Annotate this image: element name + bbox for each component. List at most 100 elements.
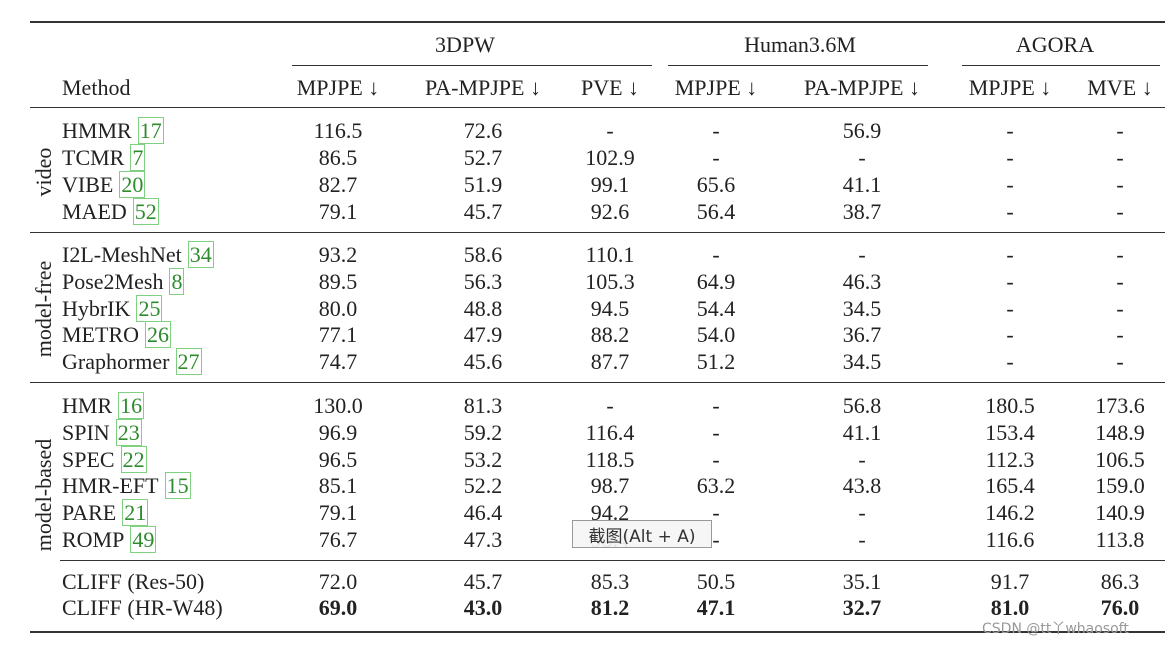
value-cell: 113.8 bbox=[1095, 527, 1145, 552]
method-cell: Pose2Mesh 8 bbox=[62, 267, 185, 295]
value-cell: - bbox=[858, 242, 866, 267]
value-cell: 45.6 bbox=[463, 349, 503, 375]
section-label: video bbox=[31, 147, 56, 197]
method-name: I2L-MeshNet bbox=[62, 242, 182, 267]
value-cell: 76.0 bbox=[1100, 595, 1140, 620]
value-cell: 72.0 bbox=[318, 569, 358, 594]
method-cell: VIBE 20 bbox=[62, 171, 146, 198]
method-name: METRO bbox=[62, 322, 139, 348]
citation: 7 bbox=[130, 144, 146, 171]
value-cell: 54.0 bbox=[696, 322, 736, 348]
value-cell: 102.9 bbox=[585, 145, 635, 170]
value-cell: 48.8 bbox=[463, 295, 503, 321]
method-name: PARE bbox=[62, 500, 117, 526]
column-header: PA-MPJPE ↓ bbox=[804, 75, 920, 100]
value-cell: - bbox=[712, 500, 720, 526]
method-name: Pose2Mesh bbox=[62, 268, 164, 294]
value-cell: 41.1 bbox=[842, 419, 882, 445]
value-cell: - bbox=[1116, 295, 1124, 321]
value-cell: 80.0 bbox=[318, 295, 358, 321]
value-cell: 79.1 bbox=[318, 500, 358, 526]
value-cell: 116.5 bbox=[313, 118, 363, 143]
value-cell: 43.8 bbox=[842, 473, 882, 499]
method-cell: MAED 52 bbox=[62, 198, 159, 225]
value-cell: - bbox=[1006, 172, 1014, 197]
citation: 16 bbox=[118, 392, 145, 419]
value-cell: - bbox=[712, 118, 720, 143]
value-cell: 64.9 bbox=[696, 268, 736, 294]
method-cell: PARE 21 bbox=[62, 499, 149, 527]
value-cell: 46.3 bbox=[842, 268, 882, 294]
value-cell: 110.1 bbox=[585, 242, 635, 267]
method-cell: ROMP 49 bbox=[62, 526, 157, 553]
value-cell: 112.3 bbox=[985, 446, 1035, 472]
value-cell: 173.6 bbox=[1095, 393, 1145, 418]
value-cell: 47.9 bbox=[463, 322, 503, 348]
value-cell: 96.9 bbox=[318, 419, 358, 445]
column-header: PA-MPJPE ↓ bbox=[425, 75, 541, 100]
citation: 22 bbox=[120, 445, 147, 473]
value-cell: 116.6 bbox=[985, 527, 1035, 552]
value-cell: 116.4 bbox=[585, 419, 635, 445]
method-cell: Graphormer 27 bbox=[62, 348, 202, 376]
method-name: ROMP bbox=[62, 527, 125, 552]
value-cell: - bbox=[712, 527, 720, 552]
value-cell: 74.7 bbox=[318, 349, 358, 375]
value-cell: 86.3 bbox=[1100, 569, 1140, 594]
value-cell: 81.0 bbox=[990, 595, 1030, 620]
section-rule bbox=[30, 382, 1165, 383]
value-cell: 53.2 bbox=[463, 446, 503, 472]
value-cell: - bbox=[712, 145, 720, 170]
value-cell: 34.5 bbox=[842, 295, 882, 321]
method-cell: CLIFF (Res-50) bbox=[62, 569, 204, 595]
value-cell: - bbox=[712, 419, 720, 445]
value-cell: - bbox=[712, 393, 720, 418]
column-header: MPJPE ↓ bbox=[296, 75, 380, 100]
value-cell: - bbox=[1006, 145, 1014, 170]
value-cell: 89.5 bbox=[318, 268, 358, 294]
value-cell: 65.6 bbox=[696, 172, 736, 197]
value-cell: - bbox=[712, 446, 720, 472]
value-cell: 106.5 bbox=[1095, 446, 1145, 472]
value-cell: 46.4 bbox=[463, 500, 503, 526]
value-cell: 93.2 bbox=[318, 242, 358, 267]
method-cell: I2L-MeshNet 34 bbox=[62, 241, 214, 268]
section-label: model-based bbox=[31, 438, 56, 552]
value-cell: 105.3 bbox=[585, 268, 635, 294]
method-cell: HMR 16 bbox=[62, 392, 145, 419]
value-cell: 52.2 bbox=[463, 473, 503, 499]
value-cell: - bbox=[712, 242, 720, 267]
value-cell: 50.5 bbox=[696, 569, 736, 594]
citation: 23 bbox=[115, 418, 142, 446]
citation: 8 bbox=[169, 267, 185, 295]
method-name: TCMR bbox=[62, 145, 125, 170]
value-cell: 96.5 bbox=[318, 446, 358, 472]
value-cell: 41.1 bbox=[842, 172, 882, 197]
value-cell: 76.7 bbox=[318, 527, 358, 552]
value-cell: 148.9 bbox=[1095, 419, 1145, 445]
value-cell: 51.2 bbox=[696, 349, 736, 375]
method-cell: HMR-EFT 15 bbox=[62, 472, 191, 500]
group-rule bbox=[962, 65, 1160, 66]
group-rule bbox=[292, 65, 652, 66]
value-cell: 140.9 bbox=[1095, 500, 1145, 526]
value-cell: 69.0 bbox=[318, 595, 358, 620]
method-name: MAED bbox=[62, 199, 127, 224]
value-cell: 56.3 bbox=[463, 268, 503, 294]
method-name: HybrIK bbox=[62, 295, 131, 321]
value-cell: - bbox=[606, 118, 614, 143]
value-cell: 99.1 bbox=[590, 172, 630, 197]
watermark: CSDN @tt丫whaosoft bbox=[982, 621, 1129, 637]
value-cell: 146.2 bbox=[985, 500, 1035, 526]
citation: 15 bbox=[164, 472, 191, 500]
value-cell: - bbox=[1116, 322, 1124, 348]
method-name: CLIFF (HR-W48) bbox=[62, 595, 223, 620]
value-cell: - bbox=[858, 500, 866, 526]
bottom-rule bbox=[30, 631, 1165, 633]
value-cell: - bbox=[1116, 349, 1124, 375]
value-cell: - bbox=[1006, 199, 1014, 224]
method-name: SPEC bbox=[62, 446, 115, 472]
value-cell: 58.6 bbox=[463, 242, 503, 267]
group-header: Human3.6M bbox=[744, 32, 856, 57]
value-cell: 38.7 bbox=[842, 199, 882, 224]
